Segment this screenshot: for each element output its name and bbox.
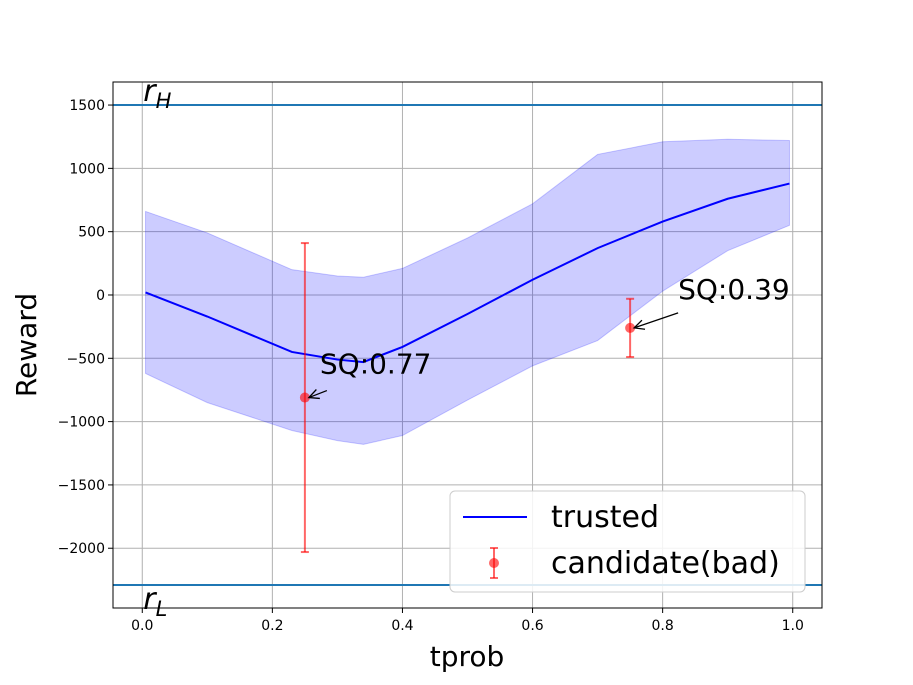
y-tick-label: −1500 bbox=[58, 478, 105, 494]
annotation: SQ:0.39 bbox=[678, 273, 790, 306]
reference-label: rH bbox=[143, 74, 171, 113]
x-tick-label: 0.4 bbox=[391, 618, 413, 634]
y-tick-label: −1000 bbox=[58, 415, 105, 431]
x-tick-label: 0.6 bbox=[521, 618, 543, 634]
annotation-arrowhead bbox=[307, 389, 320, 400]
point bbox=[625, 322, 636, 333]
legend-box bbox=[449, 490, 806, 593]
y-axis-label: Reward bbox=[10, 293, 43, 397]
legend-label: trusted bbox=[551, 500, 659, 535]
plot-frame bbox=[112, 81, 823, 609]
x-tick-label: 0.2 bbox=[261, 618, 283, 634]
y-tick-label: 0 bbox=[96, 288, 105, 304]
reference-symbol: r bbox=[143, 74, 157, 109]
y-tick-label: −2000 bbox=[58, 541, 105, 557]
x-tick-label: 0.8 bbox=[652, 618, 674, 634]
annotation-arrow bbox=[308, 389, 328, 399]
confidence-band bbox=[145, 138, 790, 445]
y-tick-label: 1000 bbox=[69, 161, 105, 177]
x-tick-label: 1.0 bbox=[782, 618, 804, 634]
legend-swatch bbox=[489, 558, 499, 568]
annotation: SQ:0.77 bbox=[320, 348, 432, 381]
x-tick-label: 0.0 bbox=[131, 618, 153, 634]
y-tick-label: 500 bbox=[78, 225, 105, 241]
legend-label: candidate(bad) bbox=[551, 546, 780, 581]
line bbox=[145, 182, 790, 364]
y-tick-label: −500 bbox=[67, 351, 105, 367]
reference-subscript: L bbox=[156, 597, 168, 621]
y-tick-label: 1500 bbox=[69, 98, 105, 114]
reference-subscript: H bbox=[156, 89, 172, 113]
point bbox=[299, 392, 310, 403]
annotation-arrow bbox=[633, 312, 679, 329]
annotation-arrowhead bbox=[632, 319, 646, 330]
x-axis-label: tprob bbox=[430, 640, 505, 673]
